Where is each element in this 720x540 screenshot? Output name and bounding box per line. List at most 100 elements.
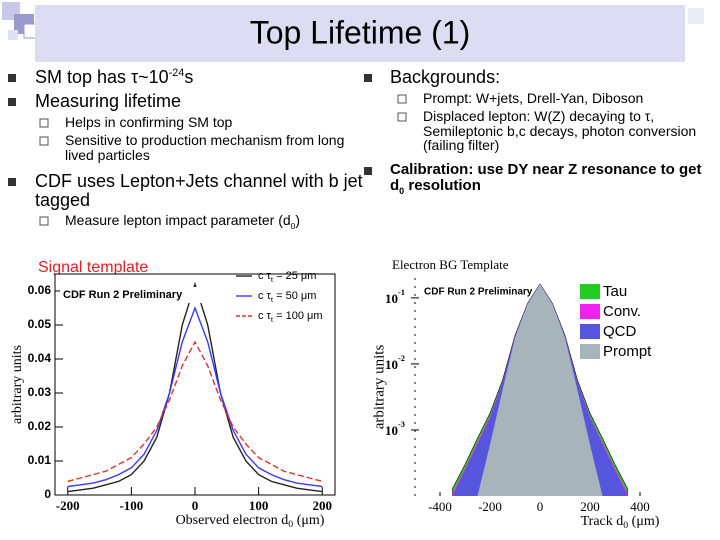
text: -2 <box>398 353 405 363</box>
y-axis-label: arbitrary units <box>371 345 387 430</box>
legend-label: Conv. <box>603 303 641 320</box>
x-tick-label: 100 <box>249 498 269 513</box>
text: CDF uses Lepton+Jets channel with b jet … <box>35 171 363 210</box>
text: -24 <box>168 67 185 79</box>
sub-bullet <box>39 136 49 146</box>
bullet <box>8 178 16 186</box>
bullet <box>364 74 372 82</box>
bullet <box>364 167 372 175</box>
plots: Signal template 0 0.01 0.02 0.03 0.04 0.05 0.06… <box>10 257 660 531</box>
label: c τt = 100 μm <box>258 310 323 324</box>
text: SM top has τ~10 <box>35 67 169 87</box>
annotation: CDF Run 2 Preliminary <box>63 289 183 301</box>
text: c τ <box>258 270 272 282</box>
text: = 50 μm <box>273 290 316 302</box>
line-series <box>67 281 323 493</box>
text: Helps in confirming SM top <box>65 114 233 130</box>
y-tick-label: 0.04 <box>28 351 52 365</box>
label: Observed electron d0 (μm) <box>176 513 325 530</box>
sub-bullet <box>39 118 49 128</box>
x-tick-label: -100 <box>119 498 143 513</box>
text: Backgrounds: <box>390 67 501 87</box>
y-axis-label: arbitrary units <box>10 345 25 424</box>
annotation: CDF Run 2 Preliminary <box>424 287 533 298</box>
text: t <box>271 275 274 284</box>
text: Sensitive to production mechanism from l… <box>65 132 345 163</box>
text: c τ <box>258 310 272 322</box>
text: 10 <box>385 291 398 306</box>
line-series <box>67 306 323 488</box>
bullet-text: Backgrounds: <box>390 68 710 87</box>
chart-title: Signal template <box>38 259 148 276</box>
text: (μm) <box>628 514 660 529</box>
text: Measure lepton impact parameter (d <box>65 212 291 228</box>
deco <box>8 30 18 40</box>
x-tick-label: -200 <box>56 498 80 513</box>
x-tick-label: -200 <box>478 499 502 514</box>
sub-bullet <box>39 216 49 226</box>
text: c τ <box>258 290 272 302</box>
legend-label: QCD <box>603 323 637 340</box>
slide-title: Top Lifetime (1) <box>250 14 471 50</box>
text: resolution <box>404 176 481 194</box>
y-tick-label: 10-1 <box>385 287 405 306</box>
y-tick-label: 0.05 <box>28 317 52 331</box>
sub-bullet-text: Sensitive to production mechanism from l… <box>65 133 355 162</box>
sub-bullet-text: Prompt: W+jets, Drell-Yan, Diboson <box>423 91 713 106</box>
text: 10 <box>385 357 398 372</box>
title-bar <box>35 5 685 62</box>
sub-bullet-text: Helps in confirming SM top <box>65 115 355 130</box>
plot-frame <box>54 273 336 496</box>
text: ) <box>295 212 301 228</box>
text: 10 <box>385 423 398 438</box>
legend-swatch <box>580 324 600 339</box>
x-tick-label: -400 <box>428 499 452 514</box>
x-tick-label: 200 <box>313 498 333 513</box>
text: 0 <box>290 220 296 231</box>
label: Track d0 (μm) <box>581 514 660 531</box>
annotation-box <box>60 287 210 303</box>
x-tick-label: 0 <box>192 498 199 513</box>
legend-label: Prompt <box>603 343 652 360</box>
label: c τt = 25 μm <box>258 270 316 284</box>
y-tick-label: 10-3 <box>385 419 405 438</box>
x-tick-label: 0 <box>537 499 544 514</box>
area-series <box>477 284 603 496</box>
legend-label: Tau <box>603 283 627 300</box>
text: t <box>271 315 274 324</box>
text: -1 <box>398 287 405 297</box>
text: Displaced lepton: W(Z) decaying to τ, Se… <box>423 108 697 154</box>
y-tick-label: 10-2 <box>385 353 405 372</box>
legend-swatch <box>580 344 600 359</box>
sub-bullet-text: Displaced lepton: W(Z) decaying to τ, Se… <box>423 109 713 153</box>
y-tick-label: 0.03 <box>28 385 52 399</box>
bullet-text: Measuring lifetime <box>35 92 355 111</box>
y-tick-label: 0.01 <box>28 453 52 467</box>
deco <box>688 8 704 24</box>
text: (μm) <box>293 513 325 528</box>
x-tick-label: 200 <box>580 499 600 514</box>
text: -3 <box>398 419 405 429</box>
legend-swatch <box>580 304 600 319</box>
sub-bullet-text: Measure lepton impact parameter (d0) <box>65 213 315 231</box>
bullet-text: SM top has τ~10-24s <box>35 67 355 87</box>
text: = 100 μm <box>273 310 322 322</box>
text: 0 <box>623 520 628 531</box>
y-tick-label: 0.06 <box>28 283 52 297</box>
label: c τt = 50 μm <box>258 290 316 304</box>
bullet-text: Calibration: use DY near Z resonance to … <box>390 162 715 196</box>
text: s <box>184 67 194 87</box>
bullet <box>8 98 16 106</box>
y-tick-label: 0.02 <box>28 419 52 433</box>
y-tick-label: 0 <box>44 487 51 501</box>
text: Calibration: use DY near Z resonance to … <box>390 161 702 194</box>
bullet-text: CDF uses Lepton+Jets channel with b jet … <box>35 172 365 210</box>
sub-bullet <box>397 112 407 122</box>
legend-swatch <box>580 284 600 299</box>
x-tick-label: 400 <box>630 499 650 514</box>
text: 0 <box>399 185 405 196</box>
text: t <box>271 295 274 304</box>
sub-bullet <box>397 94 407 104</box>
